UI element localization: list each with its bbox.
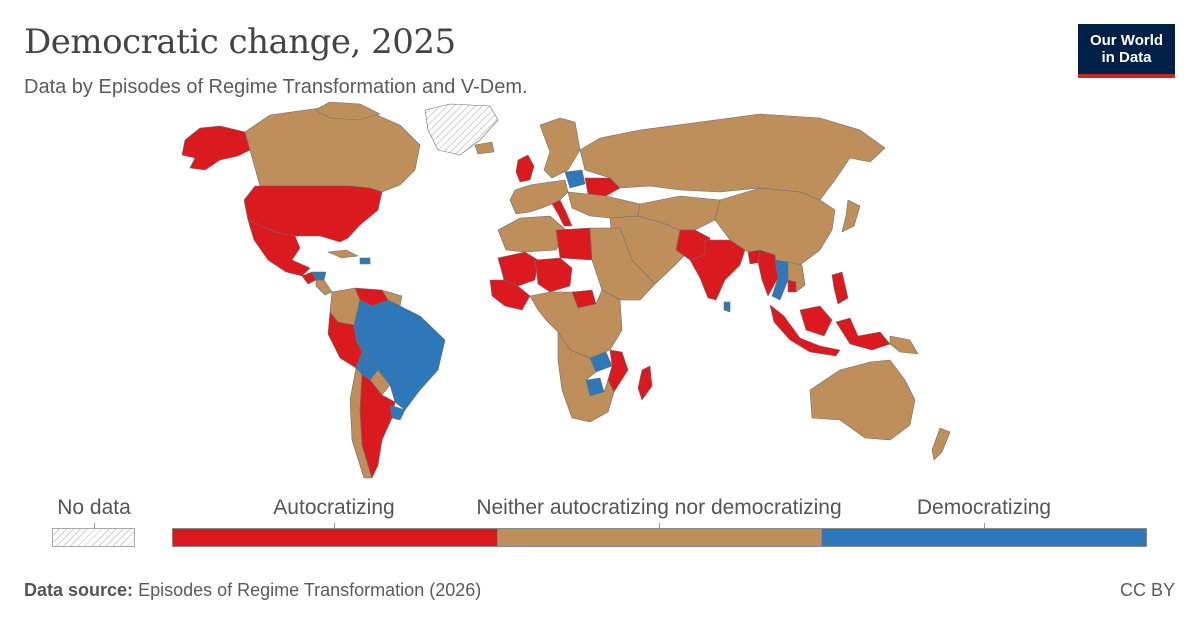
chart-title: Democratic change, 2025: [24, 22, 456, 62]
map-region-argentina[interactable]: [359, 373, 396, 479]
data-source: Data source: Episodes of Regime Transfor…: [24, 580, 481, 601]
map-region-west-africa-coast[interactable]: [489, 279, 531, 311]
map-region-niger-chad[interactable]: [534, 257, 573, 293]
map-region-italy[interactable]: [551, 199, 573, 227]
map-region-balkans-turkey[interactable]: [567, 191, 641, 219]
legend-no-data-swatch[interactable]: [52, 528, 135, 547]
map-region-myanmar[interactable]: [757, 249, 779, 297]
legend-autocratizing-tick: [334, 523, 335, 528]
owid-logo[interactable]: Our World in Data: [1078, 24, 1175, 78]
map-region-madagascar[interactable]: [637, 365, 653, 401]
map-region-united-kingdom[interactable]: [515, 154, 535, 183]
map-region-cambodia[interactable]: [787, 279, 797, 293]
logo-line-2: in Data: [1101, 49, 1152, 66]
map-region-egypt-sudan-horn[interactable]: [589, 227, 656, 301]
legend-democratizing-label: Democratizing: [916, 496, 1052, 519]
map-region-scandinavia[interactable]: [539, 117, 581, 179]
legend-color-bar: [172, 528, 1147, 547]
map-region-indonesia-sumatra-java[interactable]: [769, 304, 841, 357]
legend-no-data-tick: [94, 523, 95, 528]
map-region-central-america-south[interactable]: [315, 279, 333, 296]
legend-autocratizing-label: Autocratizing: [273, 496, 395, 519]
map-region-japan[interactable]: [841, 199, 861, 233]
data-source-text[interactable]: Episodes of Regime Transformation (2026): [138, 580, 482, 600]
map-region-sri-lanka[interactable]: [723, 301, 731, 313]
map-region-ukraine[interactable]: [584, 177, 621, 197]
map-region-new-zealand[interactable]: [931, 427, 951, 461]
legend-democratizing-tick: [984, 523, 985, 528]
map-region-china-mongolia[interactable]: [714, 187, 836, 269]
data-source-label: Data source:: [24, 580, 134, 600]
map-region-libya[interactable]: [555, 227, 593, 261]
logo-line-1: Our World: [1089, 32, 1164, 49]
map-region-central-africa[interactable]: [529, 289, 623, 359]
map-region-southern-africa[interactable]: [557, 331, 615, 423]
map-region-india[interactable]: [689, 239, 746, 301]
map-region-papua-new-guinea[interactable]: [889, 335, 919, 355]
map-region-poland[interactable]: [564, 169, 586, 189]
legend-autocratizing-swatch[interactable]: [173, 529, 497, 546]
license-link[interactable]: CC BY: [1119, 580, 1175, 600]
world-map[interactable]: [120, 100, 1020, 480]
map-region-alaska[interactable]: [181, 125, 251, 171]
map-region-western-europe[interactable]: [509, 179, 569, 215]
map-region-cuba[interactable]: [327, 249, 359, 259]
map-region-canada[interactable]: [244, 107, 421, 193]
map-region-mexico[interactable]: [247, 219, 311, 277]
map-region-malaysia-borneo[interactable]: [799, 305, 833, 337]
map-region-north-africa-west[interactable]: [497, 215, 567, 253]
map-region-iceland[interactable]: [474, 141, 495, 155]
legend-democratizing-swatch[interactable]: [821, 529, 1147, 546]
map-region-russia[interactable]: [579, 113, 886, 201]
map-region-indonesia-sulawesi-papua[interactable]: [835, 317, 891, 351]
legend-no-data-label: No data: [57, 496, 131, 519]
legend-neither-swatch[interactable]: [496, 529, 822, 546]
map-region-philippines[interactable]: [831, 271, 849, 305]
map-region-dominican-republic[interactable]: [359, 257, 371, 265]
map-region-uruguay[interactable]: [389, 404, 406, 421]
map-region-greenland[interactable]: [424, 103, 499, 156]
legend-neither-label: Neither autocratizing nor democratizing: [476, 496, 842, 519]
map-region-canada-arctic-islands[interactable]: [314, 101, 381, 121]
map-region-australia[interactable]: [809, 359, 916, 441]
legend-neither-tick: [659, 523, 660, 528]
chart-subtitle: Data by Episodes of Regime Transformatio…: [24, 76, 528, 98]
